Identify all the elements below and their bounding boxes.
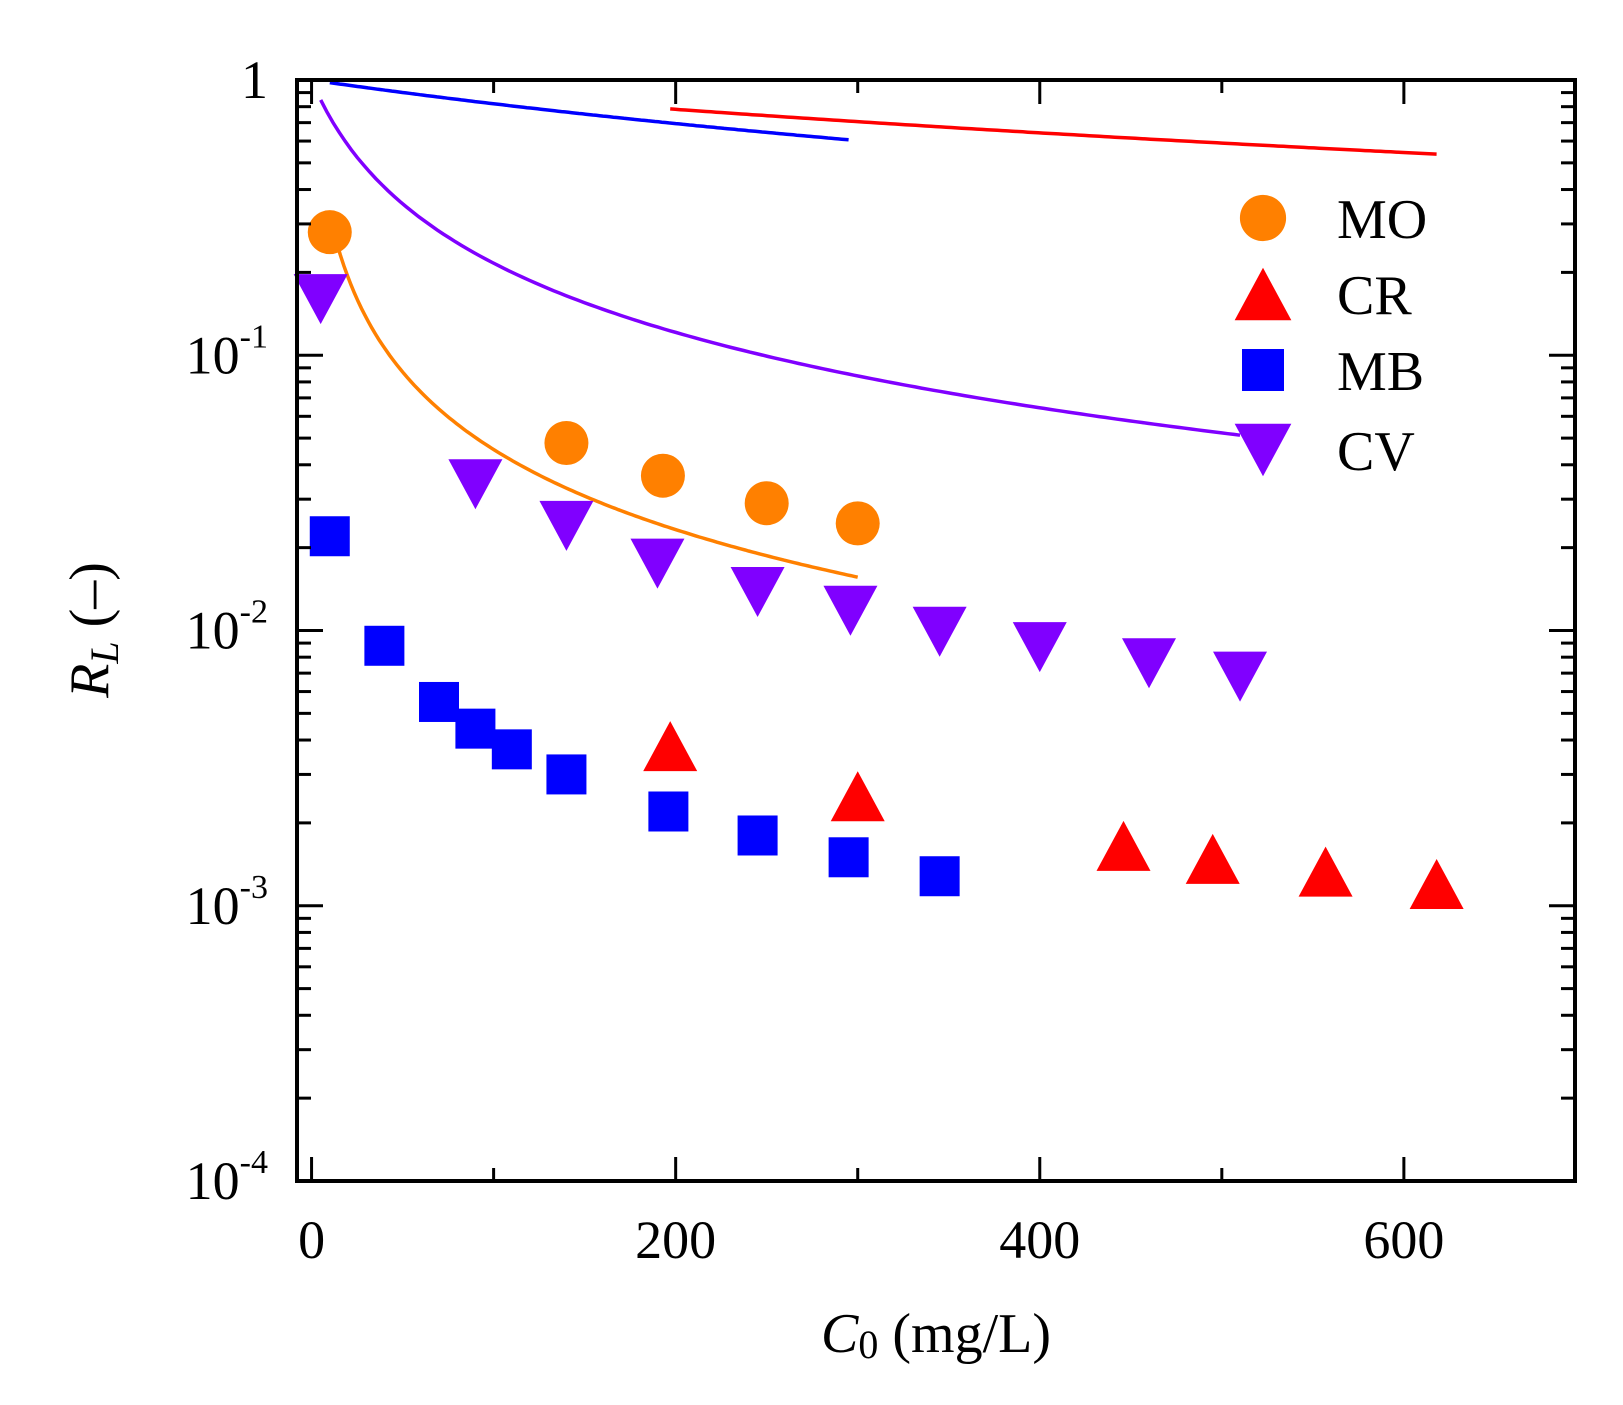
- y-tick-base: 10: [186, 325, 240, 385]
- legend-label-cv: CV: [1337, 421, 1415, 483]
- data-point-mb: [419, 681, 459, 722]
- x-tick-label: 200: [635, 1210, 716, 1270]
- data-point-cr: [1409, 858, 1464, 909]
- data-point-cv: [912, 606, 967, 657]
- data-point-cr: [1298, 846, 1353, 897]
- data-point-mb: [309, 516, 350, 557]
- data-point-cv: [293, 274, 348, 325]
- data-point-mb: [828, 837, 869, 878]
- legend-label-cr: CR: [1337, 265, 1412, 327]
- data-point-mb: [546, 754, 587, 795]
- data-point-mb: [919, 856, 960, 897]
- y-tick-label: 10-3: [186, 869, 268, 936]
- data-point-cv: [823, 585, 878, 636]
- data-point-cv: [730, 566, 785, 617]
- y-tick-exponent: -4: [240, 1144, 268, 1181]
- y-tick-base: 1: [241, 50, 268, 110]
- x-tick-label: 400: [999, 1210, 1080, 1270]
- y-axis-title-sub: L: [82, 641, 127, 664]
- data-point-cr: [1096, 820, 1151, 871]
- y-tick-exponent: -2: [240, 594, 268, 631]
- fit-line-cr: [670, 107, 1437, 156]
- fit-line-mb: [329, 80, 849, 142]
- data-point-mb: [455, 708, 496, 749]
- y-tick-label: 10-2: [186, 594, 268, 661]
- data-point-cv: [1122, 638, 1176, 689]
- data-point-cv: [1012, 622, 1067, 673]
- data-point-cv: [630, 538, 685, 589]
- y-tick-label: 10-4: [186, 1144, 268, 1211]
- legend-marker-mb: [1242, 349, 1284, 391]
- data-point-cr: [830, 771, 885, 822]
- y-axis-title-unit: (–): [59, 562, 121, 641]
- x-tick-label: 600: [1363, 1210, 1444, 1270]
- data-point-mb: [364, 625, 405, 666]
- data-point-mo: [835, 501, 880, 546]
- legend: MO CR MB CV: [1234, 189, 1427, 483]
- fit-lines: [319, 80, 1437, 579]
- legend-marker-mo: [1239, 194, 1287, 242]
- data-point-cv: [448, 459, 503, 510]
- data-point-cv: [1213, 651, 1268, 702]
- y-axis-title-main: R: [59, 664, 121, 699]
- y-tick-base: 10: [186, 601, 240, 661]
- y-tick-base: 10: [186, 1151, 240, 1211]
- data-point-mo: [544, 420, 589, 465]
- data-point-mb: [648, 791, 689, 832]
- x-axis-title-unit: (mg/L): [878, 1303, 1051, 1365]
- data-point-cr: [643, 721, 698, 772]
- legend-label-mb: MB: [1337, 341, 1424, 403]
- fit-line-mo: [328, 214, 859, 579]
- data-point-mb: [491, 729, 532, 770]
- data-point-mo: [640, 453, 685, 498]
- legend-marker-cr: [1234, 267, 1292, 321]
- axis-ticks: [297, 78, 1575, 1183]
- data-point-mo: [744, 481, 789, 526]
- y-tick-exponent: -1: [240, 318, 268, 355]
- legend-label-mo: MO: [1337, 189, 1427, 251]
- data-point-mb: [737, 815, 778, 856]
- plot-frame: [295, 78, 1577, 1183]
- y-tick-label: 1: [241, 50, 268, 110]
- y-tick-base: 10: [186, 876, 240, 936]
- fit-line-cv: [319, 99, 1241, 437]
- legend-marker-cv: [1234, 423, 1292, 477]
- y-axis-title: RL (–): [59, 562, 127, 699]
- data-point-cr: [1185, 833, 1240, 884]
- data-point-cv: [539, 500, 594, 551]
- x-axis-title-sub: 0: [858, 1322, 878, 1367]
- x-axis-title-main: C: [821, 1303, 859, 1365]
- y-tick-label: 10-1: [186, 318, 268, 385]
- y-tick-exponent: -3: [240, 869, 268, 906]
- x-axis-title: C0 (mg/L): [821, 1303, 1051, 1367]
- data-markers: [293, 210, 1464, 909]
- x-tick-label: 0: [298, 1210, 325, 1270]
- data-point-mo: [307, 210, 352, 255]
